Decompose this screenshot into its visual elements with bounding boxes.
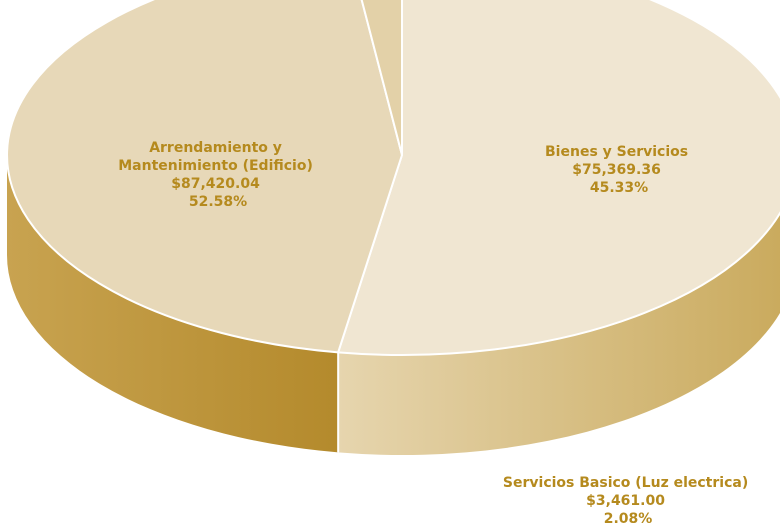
pie-slice-arrendamiento-y [337, 0, 780, 356]
slice-label-servicios-basico: Servicios Basico (Luz electrica) $3,461.… [503, 475, 753, 527]
slice-label-bienes: Bienes y Servicios $75,369.36 45.33% [545, 144, 693, 196]
slice-label-arrendamiento: Arrendamiento y Mantenimiento (Edificio)… [118, 140, 317, 210]
slice-name-arrendamiento-line1: Arrendamiento y [149, 140, 282, 156]
pie-side-bienes-y-servicios [7, 155, 339, 453]
slice-value-arrendamiento: $87,420.04 [171, 176, 260, 192]
slice-name-bienes: Bienes y Servicios [545, 144, 688, 160]
slice-percent-bienes: 45.33% [590, 180, 648, 196]
slice-percent-arrendamiento: 52.58% [189, 194, 247, 210]
pie-slice-bienes-y-servicios [6, 0, 403, 354]
pie-slice-servicios-basico-luz-electrica [360, 0, 403, 156]
slice-value-bienes: $75,369.36 [572, 162, 661, 178]
slice-name-servicios-basico: Servicios Basico (Luz electrica) [503, 475, 748, 491]
slice-percent-servicios-basico: 2.08% [604, 511, 653, 527]
pie-side-arrendamiento-y [338, 212, 780, 455]
pie-sides [7, 155, 780, 455]
slice-value-servicios-basico: $3,461.00 [586, 493, 665, 509]
slice-name-arrendamiento-line2: Mantenimiento (Edificio) [118, 158, 313, 174]
pie-labels: Arrendamiento y Mantenimiento (Edificio)… [118, 140, 753, 527]
pie-tops [6, 0, 780, 356]
